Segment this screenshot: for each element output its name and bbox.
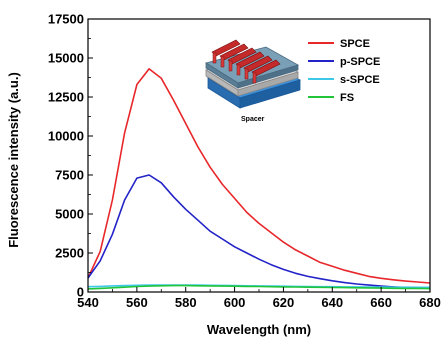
y-tick-label: 12500 <box>48 90 84 105</box>
x-tick-label: 540 <box>77 295 99 310</box>
y-tick-label: 5000 <box>55 207 84 222</box>
x-tick-label: 640 <box>321 295 343 310</box>
legend-label-0: SPCE <box>340 38 370 50</box>
spacer-device-inset: Spacer <box>205 39 302 123</box>
x-tick-label: 580 <box>175 295 197 310</box>
y-tick-label: 10000 <box>48 129 84 144</box>
series-line-3 <box>87 284 431 290</box>
x-tick-label: 560 <box>126 295 148 310</box>
y-axis-title: Fluorescence intensity (a.u.) <box>6 72 21 248</box>
y-tick-label: 2500 <box>55 246 84 261</box>
series-line-1 <box>87 174 431 290</box>
spacer-device-icon <box>205 39 302 109</box>
y-tick-label: 7500 <box>55 168 84 183</box>
axes: 540 560 580 600 620 640 660 680 0 2500 5000 7500 100… <box>48 12 441 311</box>
y-tick-label: 0 <box>77 285 84 300</box>
series-line-0 <box>87 68 431 284</box>
y-tick-label: 17500 <box>48 12 84 27</box>
x-tick-label: 680 <box>419 295 441 310</box>
legend-label-2: s-SPCE <box>340 74 380 86</box>
inset-label: Spacer <box>241 116 265 123</box>
legend-label-3: FS <box>340 92 354 104</box>
x-tick-label: 660 <box>370 295 392 310</box>
y-tick-label: 15000 <box>48 51 84 66</box>
x-tick-label: 600 <box>224 295 246 310</box>
x-tick-label: 620 <box>273 295 295 310</box>
legend: SPCE p-SPCE s-SPCE FS <box>308 38 380 104</box>
plot-area <box>87 68 431 290</box>
legend-label-1: p-SPCE <box>340 56 380 68</box>
x-axis-title: Wavelength (nm) <box>207 322 311 337</box>
